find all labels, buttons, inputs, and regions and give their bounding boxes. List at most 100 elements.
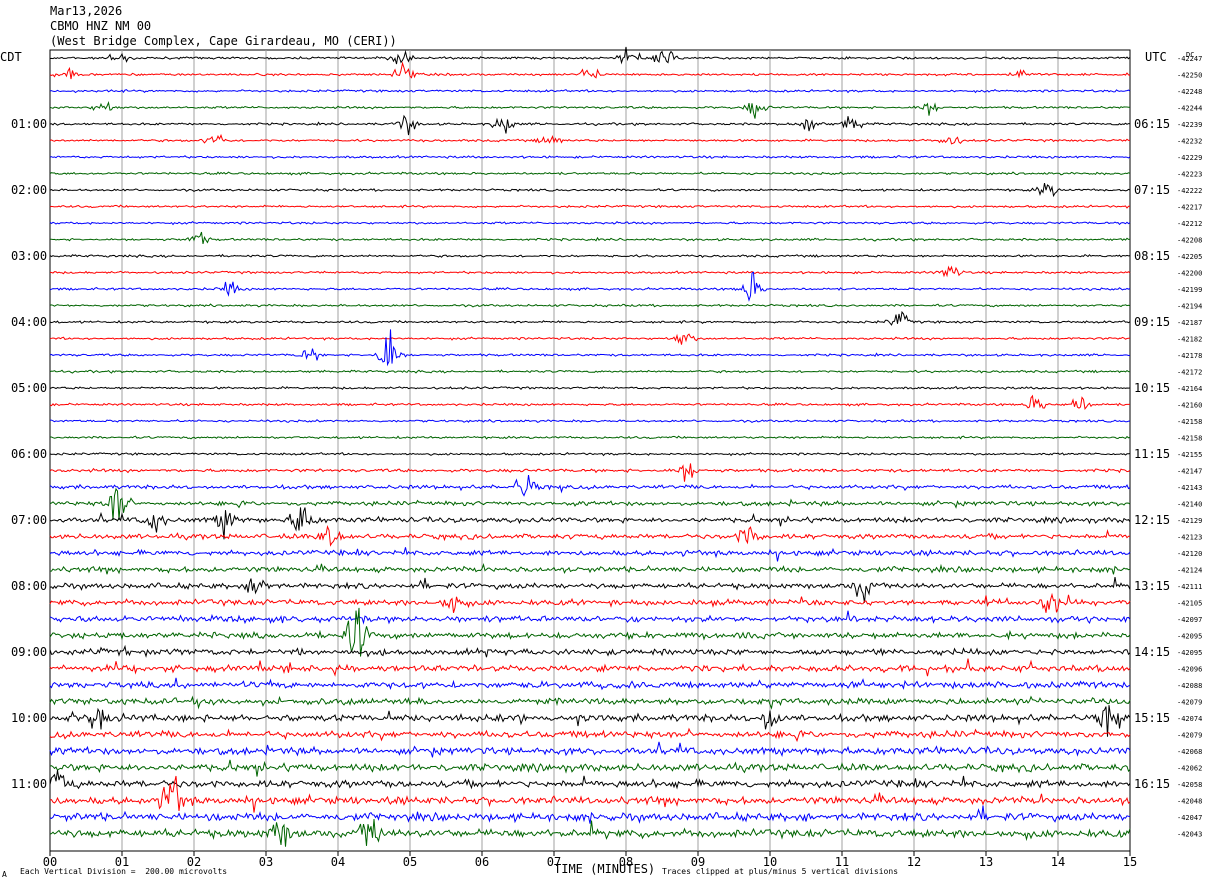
trace-line <box>49 705 1131 737</box>
trace-line <box>49 487 1131 521</box>
trace-line <box>49 265 1131 278</box>
left-hour-label: 06:00 <box>11 447 47 461</box>
right-hour-label: 12:15 <box>1134 513 1170 527</box>
dc-offset-label: -42217 <box>1177 204 1202 212</box>
trace-line <box>49 805 1131 824</box>
dc-offset-label: -42096 <box>1177 666 1202 674</box>
dc-offset-label: -42205 <box>1177 253 1202 261</box>
dc-offset-label: -42194 <box>1177 303 1202 311</box>
trace-line <box>49 303 1131 308</box>
dc-offset-label: -42147 <box>1177 468 1202 476</box>
trace-line <box>50 563 1131 575</box>
time-grid <box>49 49 1131 852</box>
dc-offset-label: -42088 <box>1177 682 1202 690</box>
x-tick-label: 10 <box>763 855 777 869</box>
plot-frame <box>49 49 1131 852</box>
dc-offset-label: -42062 <box>1177 765 1202 773</box>
trace-line <box>49 524 1131 547</box>
dc-offset-label: -42247 <box>1177 55 1202 63</box>
corner-mark: A <box>2 870 7 879</box>
dc-offset-label: -42140 <box>1177 501 1202 509</box>
trace-line <box>49 463 1131 482</box>
dc-offset-label: -42095 <box>1177 633 1202 641</box>
dc-offset-label: -42212 <box>1177 220 1202 228</box>
right-hour-label: 10:15 <box>1134 381 1170 395</box>
left-hour-label: 09:00 <box>11 645 47 659</box>
trace-line <box>49 818 1131 847</box>
left-hour-label: 07:00 <box>11 513 47 527</box>
dc-offset-label: -42158 <box>1177 435 1202 443</box>
plot-date: Mar13,2026 <box>50 4 123 18</box>
dc-offset-label: -42208 <box>1177 237 1202 245</box>
x-tick-label: 06 <box>475 855 489 869</box>
trace-line <box>49 741 1131 758</box>
x-tick-label: 14 <box>1051 855 1065 869</box>
scale-note: Each Vertical Division = 200.00 microvol… <box>20 867 228 876</box>
trace-line <box>49 220 1131 226</box>
dc-offset-label: -42229 <box>1177 154 1202 162</box>
dc-offset-label: -42244 <box>1177 105 1202 113</box>
x-axis-title: TIME (MINUTES) <box>554 862 655 876</box>
trace-line <box>49 333 1131 345</box>
dc-offset-label: -42079 <box>1177 699 1202 707</box>
dc-offset-label: -42155 <box>1177 451 1202 459</box>
right-hour-label: 16:15 <box>1134 777 1170 791</box>
trace-line <box>49 759 1131 777</box>
station-id: CBMO HNZ NM 00 <box>50 19 152 33</box>
right-hour-label: 13:15 <box>1134 579 1170 593</box>
trace-line <box>49 577 1131 603</box>
right-hour-label: 07:15 <box>1134 183 1170 197</box>
x-tick-label: 08 <box>619 855 633 869</box>
trace-line <box>49 369 1131 374</box>
x-tick-label: 02 <box>187 855 201 869</box>
dc-offset-label: -42123 <box>1177 534 1202 542</box>
trace-line <box>49 451 1131 457</box>
dc-offset-label: -42097 <box>1177 616 1202 624</box>
trace-line <box>49 61 1131 80</box>
dc-offset-label: -42222 <box>1177 187 1202 195</box>
left-hour-label: 02:00 <box>11 183 47 197</box>
dc-offset-label: -42143 <box>1177 484 1202 492</box>
right-hour-labels: 06:15 07:15 08:15 09:15 10:15 11:15 12:15 13:15… <box>1134 117 1170 791</box>
dc-offset-label: -42164 <box>1177 385 1202 393</box>
trace-line <box>49 727 1131 743</box>
dc-offset-label: -42124 <box>1177 567 1202 575</box>
dc-offset-label: -42199 <box>1177 286 1202 294</box>
trace-line <box>49 695 1131 710</box>
dc-offset-label: -42079 <box>1177 732 1202 740</box>
left-timezone-label: CDT <box>0 50 22 64</box>
x-tick-label: 01 <box>115 855 129 869</box>
dc-offset-label: -42120 <box>1177 550 1202 558</box>
right-timezone-label: UTC <box>1145 50 1167 64</box>
trace-line <box>49 547 1131 562</box>
x-tick-label: 12 <box>907 855 921 869</box>
trace-line <box>49 114 1131 136</box>
dc-offset-label: -42129 <box>1177 517 1202 525</box>
trace-line <box>49 475 1131 497</box>
trace-line <box>49 644 1131 658</box>
right-hour-label: 08:15 <box>1134 249 1170 263</box>
dc-offset-label: -42058 <box>1177 781 1202 789</box>
dc-offset-label: -42068 <box>1177 748 1202 756</box>
dc-offset-label: -42232 <box>1177 138 1202 146</box>
dc-offset-label: -42111 <box>1177 583 1202 591</box>
dc-offset-label: -42158 <box>1177 418 1202 426</box>
trace-line <box>49 610 1131 625</box>
right-hour-label: 14:15 <box>1134 645 1170 659</box>
dc-offset-label: -42248 <box>1177 88 1202 96</box>
left-hour-label: 10:00 <box>11 711 47 725</box>
dc-offset-label: -42074 <box>1177 715 1202 723</box>
trace-line <box>49 385 1131 391</box>
dc-offset-label: -42182 <box>1177 336 1202 344</box>
trace-line <box>50 435 1131 440</box>
trace-line <box>49 592 1131 613</box>
dc-offset-label: -42187 <box>1177 319 1202 327</box>
trace-line <box>49 677 1131 691</box>
right-hour-label: 11:15 <box>1134 447 1170 461</box>
trace-line <box>49 46 1131 65</box>
dc-offset-label: -42250 <box>1177 72 1202 80</box>
dc-offset-label: -42172 <box>1177 369 1202 377</box>
x-tick-label: 03 <box>259 855 273 869</box>
trace-line <box>49 133 1131 145</box>
dc-offset-label: -42200 <box>1177 270 1202 278</box>
